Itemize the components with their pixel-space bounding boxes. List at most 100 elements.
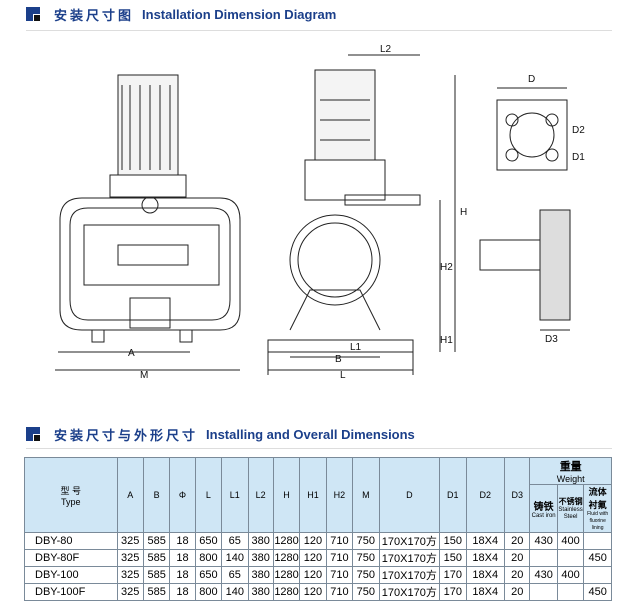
heading-cn: 安装尺寸图 bbox=[54, 7, 135, 23]
divider bbox=[26, 448, 612, 449]
cell-value: 140 bbox=[221, 583, 249, 601]
cell-value: 450 bbox=[583, 583, 612, 601]
label-H1: H1 bbox=[440, 335, 453, 346]
cell-value: 170 bbox=[439, 566, 467, 584]
cell-value: 325 bbox=[116, 532, 144, 550]
cell-value: 710 bbox=[325, 549, 354, 567]
header-D2: D2 bbox=[465, 457, 506, 533]
cell-value: 380 bbox=[247, 583, 274, 601]
header-H2: H2 bbox=[325, 457, 354, 533]
cell-value: 20 bbox=[504, 583, 531, 601]
header-weight: 重量 Weight bbox=[529, 457, 612, 485]
cell-type: DBY-100F bbox=[24, 583, 118, 601]
header-A: A bbox=[116, 457, 144, 533]
header-D1: D1 bbox=[439, 457, 467, 533]
label-D: D bbox=[528, 74, 535, 85]
header-H: H bbox=[272, 457, 301, 533]
cell-value bbox=[583, 532, 612, 550]
label-A: A bbox=[128, 348, 135, 359]
cell-value: 18X4 bbox=[465, 549, 506, 567]
label-B: B bbox=[335, 354, 342, 365]
cell-value: 170X170方 bbox=[378, 549, 441, 567]
header-stainless: 不锈钢 Stainless Steel bbox=[556, 484, 585, 533]
cell-value: 800 bbox=[194, 583, 223, 601]
front-view-pump bbox=[55, 74, 241, 371]
cell-value bbox=[556, 583, 585, 601]
heading-en: Installation Dimension Diagram bbox=[142, 6, 337, 22]
cell-value: 585 bbox=[142, 566, 171, 584]
cell-value: 325 bbox=[116, 566, 144, 584]
cell-value: 380 bbox=[247, 566, 274, 584]
flange-section-view bbox=[479, 209, 571, 331]
cell-value: 18 bbox=[169, 532, 196, 550]
cell-value: 1280 bbox=[272, 583, 301, 601]
cell-value bbox=[556, 549, 585, 567]
cell-value: 710 bbox=[325, 566, 354, 584]
cell-value: 800 bbox=[194, 549, 223, 567]
table-row: DBY-100 325 585 18 650 65 380 1280 120 710 750 170X… bbox=[24, 566, 612, 584]
table-row: DBY-100F 325 585 18 800 140 380 1280 120 710 750 17… bbox=[24, 583, 612, 601]
cell-value: 150 bbox=[439, 532, 467, 550]
cell-value: 380 bbox=[247, 532, 274, 550]
cell-value: 650 bbox=[194, 566, 223, 584]
cell-value: 400 bbox=[556, 532, 585, 550]
cell-value: 18X4 bbox=[465, 566, 506, 584]
cell-value: 120 bbox=[299, 566, 327, 584]
cell-value: 430 bbox=[529, 566, 558, 584]
header-H1: H1 bbox=[299, 457, 327, 533]
header-M: M bbox=[352, 457, 380, 533]
cell-value: 400 bbox=[556, 566, 585, 584]
cell-value: 65 bbox=[221, 566, 249, 584]
header-D: D bbox=[378, 457, 441, 533]
cell-value: 710 bbox=[325, 532, 354, 550]
cell-value: 450 bbox=[583, 549, 612, 567]
cell-value: 20 bbox=[504, 566, 531, 584]
divider bbox=[26, 30, 612, 31]
section-heading-installation: 安装尺寸图 Installation Dimension Diagram bbox=[26, 4, 336, 24]
cell-value: 20 bbox=[504, 532, 531, 550]
label-L1: L1 bbox=[350, 342, 362, 353]
cell-value: 170X170方 bbox=[378, 532, 441, 550]
cell-value: 585 bbox=[142, 549, 171, 567]
cell-value: 18 bbox=[169, 583, 196, 601]
heading-cn: 安装尺寸与外形尺寸 bbox=[54, 427, 199, 443]
label-D1: D1 bbox=[572, 152, 585, 163]
cell-type: DBY-80 bbox=[24, 532, 118, 550]
label-H: H bbox=[460, 207, 467, 218]
cell-value: 18X4 bbox=[465, 532, 506, 550]
cell-value: 325 bbox=[116, 583, 144, 601]
cell-type: DBY-80F bbox=[24, 549, 118, 567]
cell-value: 150 bbox=[439, 549, 467, 567]
label-H2: H2 bbox=[440, 262, 453, 273]
cell-value: 585 bbox=[142, 583, 171, 601]
installation-diagram: A M L2 H H2 H1 L1 B L D D2 D1 D3 bbox=[55, 44, 585, 381]
cell-value: 120 bbox=[299, 532, 327, 550]
header-B: B bbox=[142, 457, 171, 533]
label-M: M bbox=[140, 370, 148, 381]
label-L: L bbox=[340, 370, 346, 381]
header-L: L bbox=[194, 457, 223, 533]
cell-value: 585 bbox=[142, 532, 171, 550]
heading-square-icon bbox=[26, 427, 40, 441]
header-L1: L1 bbox=[221, 457, 249, 533]
cell-value: 750 bbox=[352, 583, 380, 601]
cell-value: 140 bbox=[221, 549, 249, 567]
cell-value: 18 bbox=[169, 566, 196, 584]
cell-value: 710 bbox=[325, 583, 354, 601]
cell-value: 750 bbox=[352, 532, 380, 550]
cell-value bbox=[529, 583, 558, 601]
cell-value: 380 bbox=[247, 549, 274, 567]
cell-value: 18 bbox=[169, 549, 196, 567]
cell-value: 20 bbox=[504, 549, 531, 567]
cell-value: 750 bbox=[352, 566, 380, 584]
table-row: DBY-80 325 585 18 650 65 380 1280 120 710 750 170X1… bbox=[24, 532, 612, 550]
header-cast-iron: 铸铁 Cast iron bbox=[529, 484, 558, 533]
heading-square-icon bbox=[26, 7, 40, 21]
cell-value: 325 bbox=[116, 549, 144, 567]
dimensions-table: 型 号 Type A B Φ L L1 L2 H H1 H2 M D D1 D2 … bbox=[24, 457, 612, 601]
cell-value: 120 bbox=[299, 583, 327, 601]
cell-type: DBY-100 bbox=[24, 566, 118, 584]
cell-value: 18X4 bbox=[465, 583, 506, 601]
header-L2: L2 bbox=[247, 457, 274, 533]
header-fluid-lined: 流体衬氟 Fluid with fluorine lining bbox=[583, 484, 612, 533]
